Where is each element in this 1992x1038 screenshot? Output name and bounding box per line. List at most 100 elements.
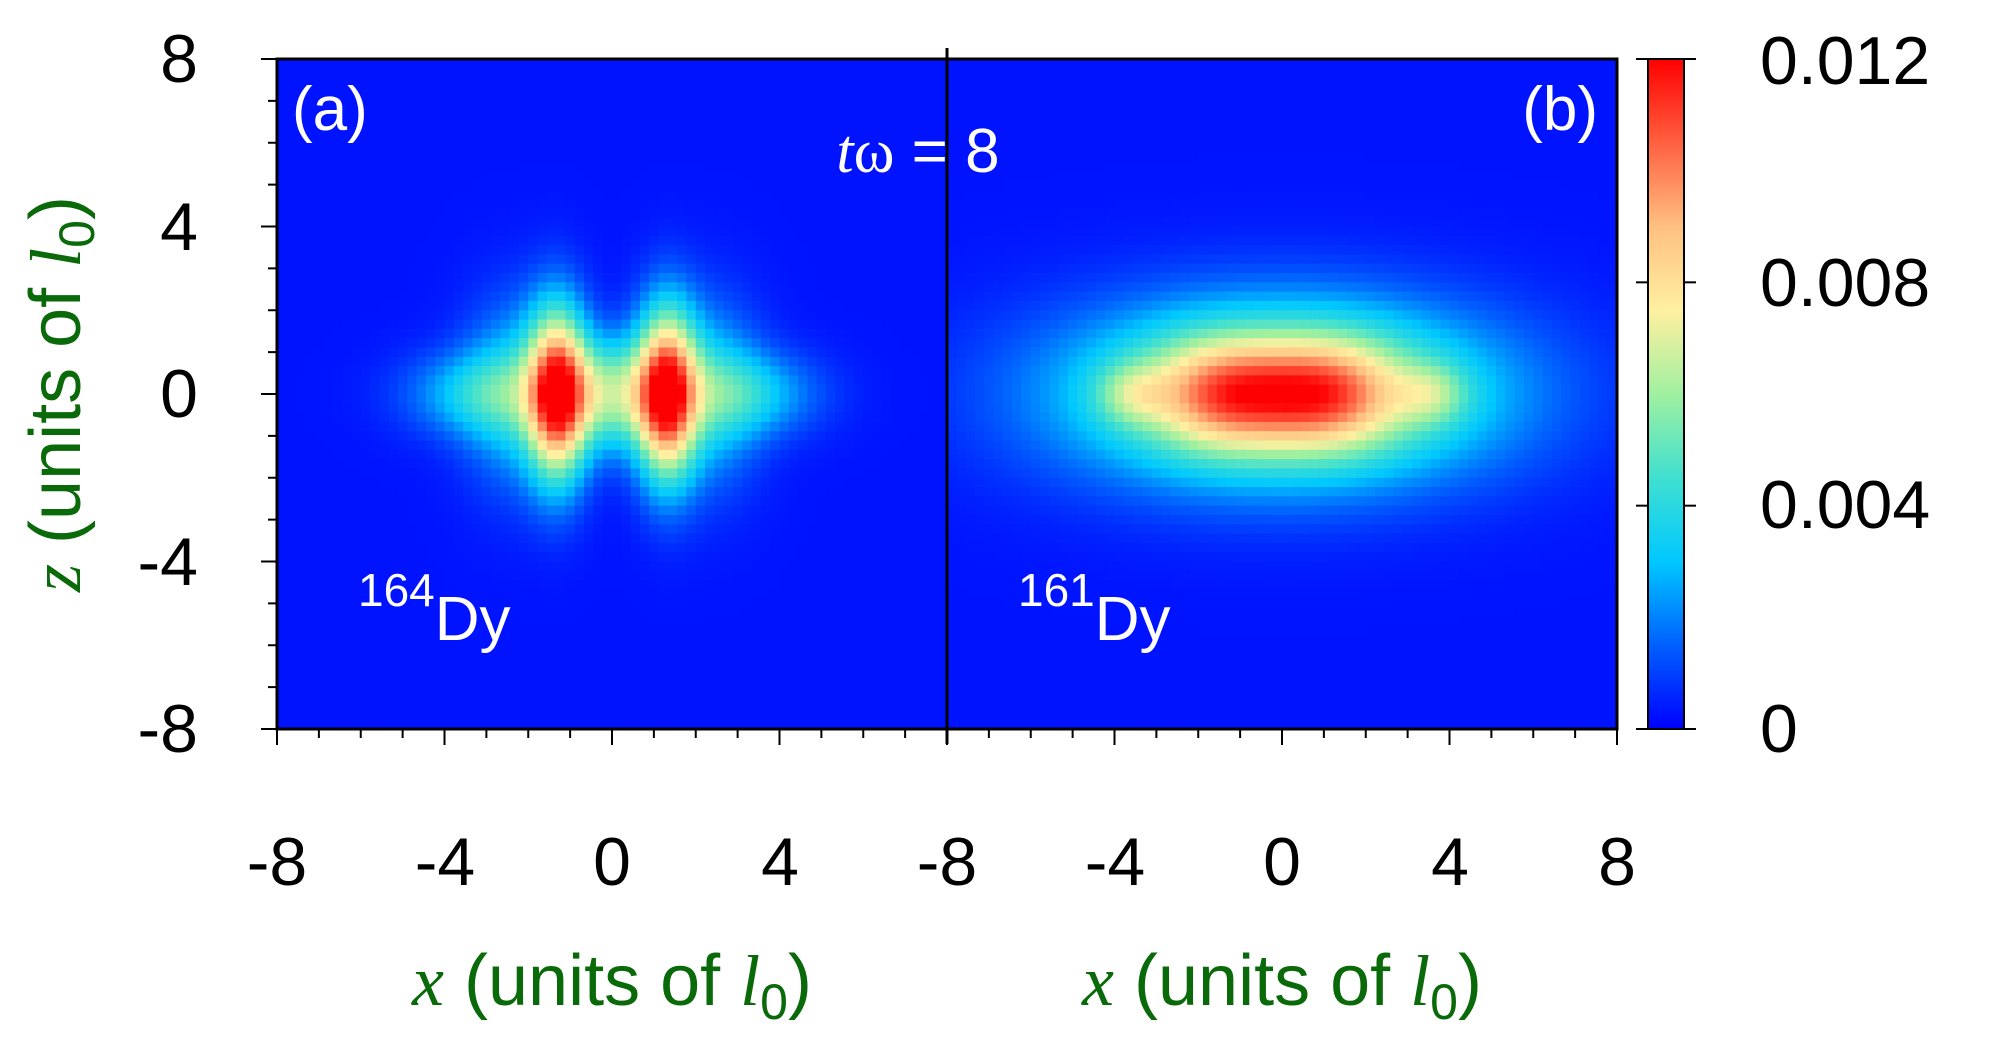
heatmap-cell xyxy=(639,86,650,97)
heatmap-cell xyxy=(900,198,911,209)
heatmap-cell xyxy=(295,291,306,302)
heatmap-cell xyxy=(388,608,399,618)
heatmap-cell xyxy=(342,217,353,228)
heatmap-cell xyxy=(928,691,939,702)
heatmap-cell xyxy=(667,356,678,367)
heatmap-cell xyxy=(919,598,929,609)
heatmap-cell xyxy=(379,86,390,97)
heatmap-cell xyxy=(798,300,809,311)
heatmap-cell xyxy=(770,207,781,218)
heatmap-cell xyxy=(472,673,483,684)
heatmap-cell xyxy=(509,468,520,479)
heatmap-cell xyxy=(491,645,501,656)
heatmap-cell xyxy=(891,235,902,246)
heatmap-cell xyxy=(667,440,678,451)
heatmap-cell xyxy=(491,412,501,423)
heatmap-cell xyxy=(705,505,715,516)
heatmap-cell xyxy=(472,421,483,432)
heatmap-cell xyxy=(909,114,920,125)
heatmap-cell xyxy=(463,673,474,684)
heatmap-cell xyxy=(760,338,771,349)
heatmap-cell xyxy=(667,179,678,190)
heatmap-cell xyxy=(742,375,753,386)
heatmap-cell xyxy=(370,589,380,600)
heatmap-cell xyxy=(649,189,660,200)
heatmap-cell xyxy=(844,635,855,646)
heatmap-cell xyxy=(630,263,641,274)
heatmap-cell xyxy=(807,598,818,609)
heatmap-cell xyxy=(760,114,771,125)
heatmap-cell xyxy=(342,617,353,628)
heatmap-cell xyxy=(686,207,697,218)
heatmap-cell xyxy=(723,645,734,656)
heatmap-cell xyxy=(760,449,771,460)
heatmap-cell xyxy=(379,68,390,79)
heatmap-cell xyxy=(518,505,529,516)
heatmap-cell xyxy=(463,338,474,349)
heatmap-cell xyxy=(556,207,567,218)
heatmap-cell xyxy=(621,77,632,88)
heatmap-cell xyxy=(667,635,678,646)
heatmap-cell xyxy=(714,235,725,246)
heatmap-cell xyxy=(630,608,641,618)
heatmap-cell xyxy=(658,570,669,581)
heatmap-cell xyxy=(891,198,902,209)
heatmap-cell xyxy=(853,496,864,507)
heatmap-cell xyxy=(732,356,743,367)
heatmap-cell xyxy=(835,235,846,246)
heatmap-cell xyxy=(677,328,688,339)
heatmap-cell xyxy=(602,263,613,274)
heatmap-cell xyxy=(621,161,632,172)
heatmap-cell xyxy=(649,59,660,69)
heatmap-cell xyxy=(853,533,864,544)
heatmap-cell xyxy=(370,626,380,637)
heatmap-cell xyxy=(351,701,362,711)
heatmap-cell xyxy=(407,459,418,470)
heatmap-cell xyxy=(807,524,818,535)
heatmap-cell xyxy=(379,282,390,293)
heatmap-cell xyxy=(798,617,809,628)
heatmap-cell xyxy=(342,542,353,553)
heatmap-cell xyxy=(872,496,883,507)
heatmap-cell xyxy=(314,254,325,265)
heatmap-cell xyxy=(807,328,818,339)
heatmap-cell xyxy=(919,68,929,79)
heatmap-cell xyxy=(742,524,753,535)
heatmap-cell xyxy=(742,645,753,656)
heatmap-cell xyxy=(686,514,697,525)
heatmap-cell xyxy=(798,663,809,674)
heatmap-cell xyxy=(779,226,790,237)
heatmap-cell xyxy=(714,421,725,432)
heatmap-cell xyxy=(872,86,883,97)
heatmap-cell xyxy=(397,505,408,516)
heatmap-cell xyxy=(518,570,529,581)
heatmap-cell xyxy=(370,114,380,125)
heatmap-cell xyxy=(732,300,743,311)
heatmap-cell xyxy=(881,524,892,535)
heatmap-cell xyxy=(863,487,874,497)
heatmap-cell xyxy=(872,338,883,349)
heatmap-cell xyxy=(621,459,632,470)
heatmap-cell xyxy=(388,207,399,218)
heatmap-cell xyxy=(705,440,715,451)
heatmap-cell xyxy=(751,114,762,125)
heatmap-cell xyxy=(360,421,371,432)
heatmap-cell xyxy=(900,124,911,135)
heatmap-cell xyxy=(863,561,874,572)
heatmap-cell xyxy=(872,347,883,358)
heatmap-cell xyxy=(584,570,594,581)
heatmap-cell xyxy=(863,105,874,116)
heatmap-cell xyxy=(909,431,920,442)
heatmap-cell xyxy=(639,533,650,544)
heatmap-cell xyxy=(732,394,743,404)
heatmap-cell xyxy=(770,133,781,144)
heatmap-cell xyxy=(863,189,874,200)
heatmap-cell xyxy=(798,487,809,497)
heatmap-cell xyxy=(509,77,520,88)
heatmap-cell xyxy=(277,263,287,274)
heatmap-cell xyxy=(807,338,818,349)
heatmap-cell xyxy=(826,179,836,190)
heatmap-cell xyxy=(695,114,706,125)
heatmap-cell xyxy=(714,179,725,190)
heatmap-cell xyxy=(518,514,529,525)
